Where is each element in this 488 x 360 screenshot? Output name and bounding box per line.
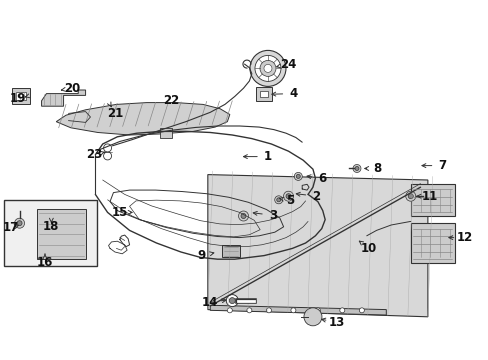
- Circle shape: [274, 196, 282, 204]
- Polygon shape: [410, 184, 454, 216]
- Circle shape: [254, 55, 281, 81]
- Circle shape: [238, 211, 248, 221]
- Polygon shape: [410, 223, 454, 263]
- Polygon shape: [222, 245, 239, 257]
- Text: 4: 4: [289, 87, 297, 100]
- Circle shape: [246, 308, 251, 313]
- Circle shape: [296, 174, 300, 179]
- Text: 1: 1: [264, 150, 271, 163]
- Circle shape: [103, 144, 111, 152]
- Text: 9: 9: [198, 249, 205, 262]
- Polygon shape: [41, 90, 85, 106]
- Circle shape: [15, 218, 24, 228]
- Circle shape: [307, 312, 317, 322]
- Circle shape: [405, 191, 415, 201]
- Text: 5: 5: [286, 194, 294, 207]
- Text: 10: 10: [360, 242, 377, 255]
- Circle shape: [229, 298, 235, 303]
- Circle shape: [354, 166, 358, 171]
- Bar: [12, 89, 29, 104]
- Text: 3: 3: [268, 209, 276, 222]
- Text: 13: 13: [327, 316, 344, 329]
- Circle shape: [285, 194, 290, 199]
- Polygon shape: [207, 175, 427, 317]
- Circle shape: [241, 213, 245, 219]
- Circle shape: [260, 60, 275, 76]
- Text: 7: 7: [438, 159, 446, 172]
- Bar: [260, 91, 267, 97]
- Circle shape: [17, 221, 22, 226]
- Text: 16: 16: [37, 256, 53, 269]
- Text: 19: 19: [10, 93, 26, 105]
- Text: 8: 8: [373, 162, 381, 175]
- Circle shape: [266, 308, 271, 313]
- Text: 2: 2: [312, 190, 320, 203]
- Text: 14: 14: [202, 296, 218, 309]
- Circle shape: [339, 308, 344, 313]
- Text: 18: 18: [43, 220, 60, 233]
- Circle shape: [304, 308, 321, 326]
- Polygon shape: [56, 103, 229, 135]
- Circle shape: [290, 308, 295, 313]
- Text: 23: 23: [85, 148, 102, 161]
- Text: 20: 20: [64, 82, 81, 95]
- Text: 21: 21: [106, 107, 123, 120]
- Circle shape: [249, 50, 285, 86]
- Circle shape: [407, 194, 412, 199]
- Bar: [16, 93, 25, 100]
- Bar: [256, 87, 271, 101]
- Bar: [160, 128, 172, 138]
- Circle shape: [352, 165, 360, 172]
- Text: 12: 12: [455, 231, 472, 244]
- Circle shape: [226, 294, 238, 307]
- Polygon shape: [210, 305, 386, 315]
- Circle shape: [276, 198, 280, 202]
- Bar: [37, 209, 85, 259]
- Circle shape: [227, 308, 232, 313]
- Text: 11: 11: [420, 190, 437, 203]
- Circle shape: [315, 308, 320, 313]
- Circle shape: [359, 308, 364, 313]
- Text: 24: 24: [280, 58, 296, 71]
- Text: 6: 6: [318, 172, 326, 185]
- Text: 15: 15: [111, 206, 128, 219]
- Text: 17: 17: [2, 221, 19, 234]
- Text: 22: 22: [163, 94, 179, 107]
- Bar: [4, 200, 97, 266]
- Circle shape: [103, 152, 111, 160]
- Circle shape: [264, 64, 271, 72]
- Circle shape: [283, 191, 293, 201]
- Circle shape: [294, 172, 302, 180]
